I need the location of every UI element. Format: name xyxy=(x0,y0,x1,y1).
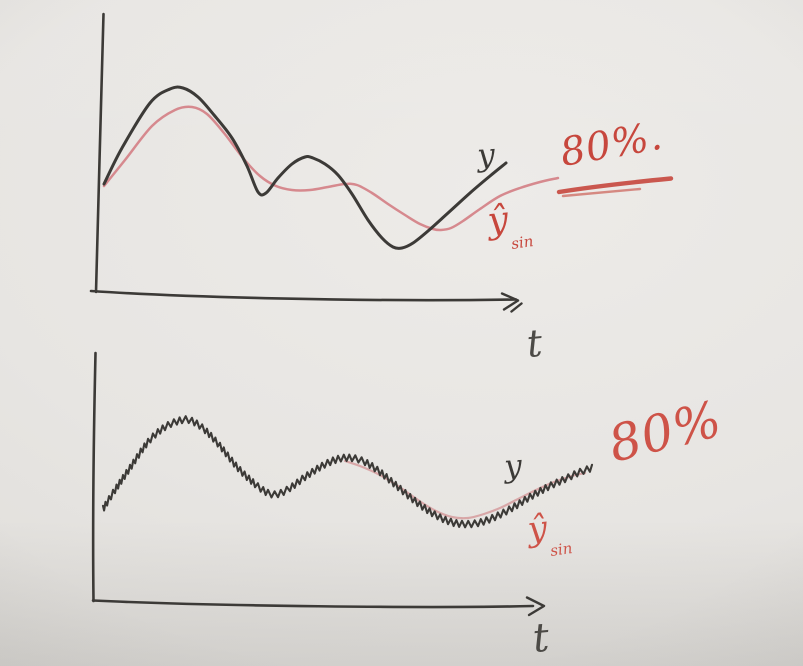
bottom-accuracy-note: 80% xyxy=(603,390,728,474)
bottom-fit-label-subscript: sin xyxy=(549,539,573,560)
bottom-y-curve-label: y xyxy=(501,448,523,485)
top-fit-label-subscript: sin xyxy=(510,232,534,253)
top-x-axis-arrowhead-icon xyxy=(500,292,523,313)
bottom-x-axis-arrowhead-icon xyxy=(525,596,546,617)
bottom-y-noisy-curve xyxy=(101,415,594,529)
top-plot: y ŷ sin 80%. t xyxy=(89,12,674,366)
top-fit-curve xyxy=(102,105,560,232)
top-x-axis xyxy=(89,289,518,302)
top-y-curve xyxy=(102,85,508,250)
top-fit-label: ŷ xyxy=(484,199,511,242)
top-accuracy-note: 80%. xyxy=(557,114,666,176)
bottom-x-axis-label: t xyxy=(531,615,552,662)
bottom-plot: y ŷ sin 80% t xyxy=(91,351,728,662)
top-accuracy-underline-second-stroke xyxy=(561,187,642,198)
top-accuracy-underline xyxy=(556,176,674,195)
bottom-fit-label: ŷ xyxy=(524,508,550,550)
top-y-axis xyxy=(94,12,105,294)
bottom-x-axis xyxy=(91,599,535,609)
top-x-axis-label: t xyxy=(525,321,545,366)
top-y-curve-label: y xyxy=(474,137,496,174)
bottom-y-axis xyxy=(91,351,97,603)
